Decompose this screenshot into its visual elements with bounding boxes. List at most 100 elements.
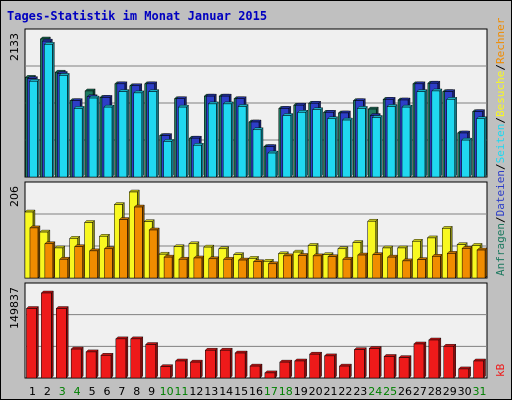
kb-bar (413, 341, 427, 379)
day-label: 20 (309, 385, 323, 398)
kb-bar (294, 358, 308, 379)
day-label: 25 (383, 385, 397, 398)
kb-bar (25, 306, 39, 379)
kb-bar (368, 346, 382, 379)
kb-bar (324, 353, 337, 379)
day-label: 9 (148, 385, 155, 398)
kb-bar (70, 346, 84, 379)
seiten-bar (282, 113, 294, 178)
day-label: 12 (189, 385, 203, 398)
y-max-label-top: 2133 (8, 33, 21, 61)
day-label: 4 (74, 385, 81, 398)
seiten-bar (341, 117, 353, 178)
day-label: 21 (324, 385, 338, 398)
seiten-bar (327, 116, 338, 178)
kb-bar (189, 359, 203, 379)
kb-bar (353, 347, 367, 379)
rechner-bar (402, 258, 414, 279)
day-label: 6 (103, 385, 110, 398)
rechner-bar (387, 254, 399, 279)
kb-bar (55, 306, 69, 379)
rechner-bar (431, 253, 443, 279)
y-max-label-middle: 206 (8, 186, 21, 207)
seiten-bar (222, 101, 234, 178)
day-label: 16 (249, 385, 263, 398)
seiten-bar (58, 72, 70, 178)
rechner-bar (342, 256, 354, 279)
seiten-bar (192, 142, 204, 178)
day-label: 30 (458, 385, 472, 398)
day-label: 27 (413, 385, 427, 398)
rechner-bar (103, 246, 115, 279)
kb-bar (145, 342, 159, 379)
day-label: 15 (234, 385, 248, 398)
seiten-bar (163, 138, 175, 178)
seiten-bar (28, 78, 40, 178)
rechner-bar (223, 256, 235, 279)
day-label: 24 (368, 385, 382, 398)
day-label: 1 (29, 385, 36, 398)
seiten-bar (43, 41, 55, 178)
rechner-bar (148, 227, 160, 279)
seiten-bar (312, 107, 324, 178)
kb-bar (383, 353, 397, 379)
kb-bar (458, 366, 472, 379)
kb-bar (443, 343, 457, 379)
rechner-bar (178, 256, 190, 279)
day-label: 28 (428, 385, 442, 398)
seiten-bar (461, 137, 473, 178)
kb-bar (398, 355, 412, 379)
rechner-bar (118, 217, 130, 279)
chart-title: Tages-Statistik im Monat Januar 2015 (7, 9, 267, 23)
seiten-bar (267, 150, 279, 178)
rechner-bar (416, 257, 428, 279)
rechner-bar (327, 254, 339, 279)
rechner-bar (59, 256, 71, 279)
day-label: 19 (294, 385, 308, 398)
day-label: 14 (219, 385, 233, 398)
rechner-bar (372, 252, 384, 279)
rechner-bar (297, 252, 309, 279)
kb-bar (130, 336, 144, 379)
seiten-bar (252, 127, 264, 178)
day-label: 10 (160, 385, 174, 398)
rechner-bar (44, 241, 56, 279)
day-label: 22 (338, 385, 352, 398)
seiten-bar (401, 104, 413, 178)
rechner-bar (476, 247, 488, 279)
kb-bar (40, 290, 54, 379)
rechner-bar (208, 256, 220, 279)
seiten-bar (237, 103, 249, 178)
rechner-bar (282, 253, 294, 279)
kb-bar (279, 359, 293, 379)
day-label: 13 (204, 385, 218, 398)
seiten-bar (118, 89, 130, 178)
rechner-bar (446, 250, 458, 279)
seiten-bar (386, 103, 398, 178)
seiten-bar (371, 114, 383, 178)
day-label: 26 (398, 385, 412, 398)
kb-bar (219, 347, 233, 379)
kb-bar (249, 363, 263, 379)
rechner-bar (29, 225, 41, 279)
kb-bar (428, 337, 442, 379)
kb-bar (234, 350, 248, 379)
seiten-bar (133, 90, 145, 178)
rechner-bar (74, 244, 86, 279)
seiten-bar (476, 116, 488, 178)
kb-bar (85, 349, 99, 379)
kb-bar (204, 347, 218, 379)
seiten-bar (148, 89, 160, 178)
seiten-bar (297, 109, 309, 178)
rechner-bar (312, 253, 324, 279)
rechner-bar (193, 255, 205, 279)
kb-bar (309, 351, 323, 379)
legend-bottom: kB (494, 363, 507, 377)
rechner-bar (238, 257, 250, 279)
y-max-label-bottom: 149837 (8, 287, 21, 329)
legend-top: Anfragen/Dateien/Seiten/Besuche/Rechner (494, 17, 507, 276)
rechner-bar (267, 261, 279, 279)
day-label: 3 (59, 385, 66, 398)
rechner-bar (461, 245, 473, 279)
